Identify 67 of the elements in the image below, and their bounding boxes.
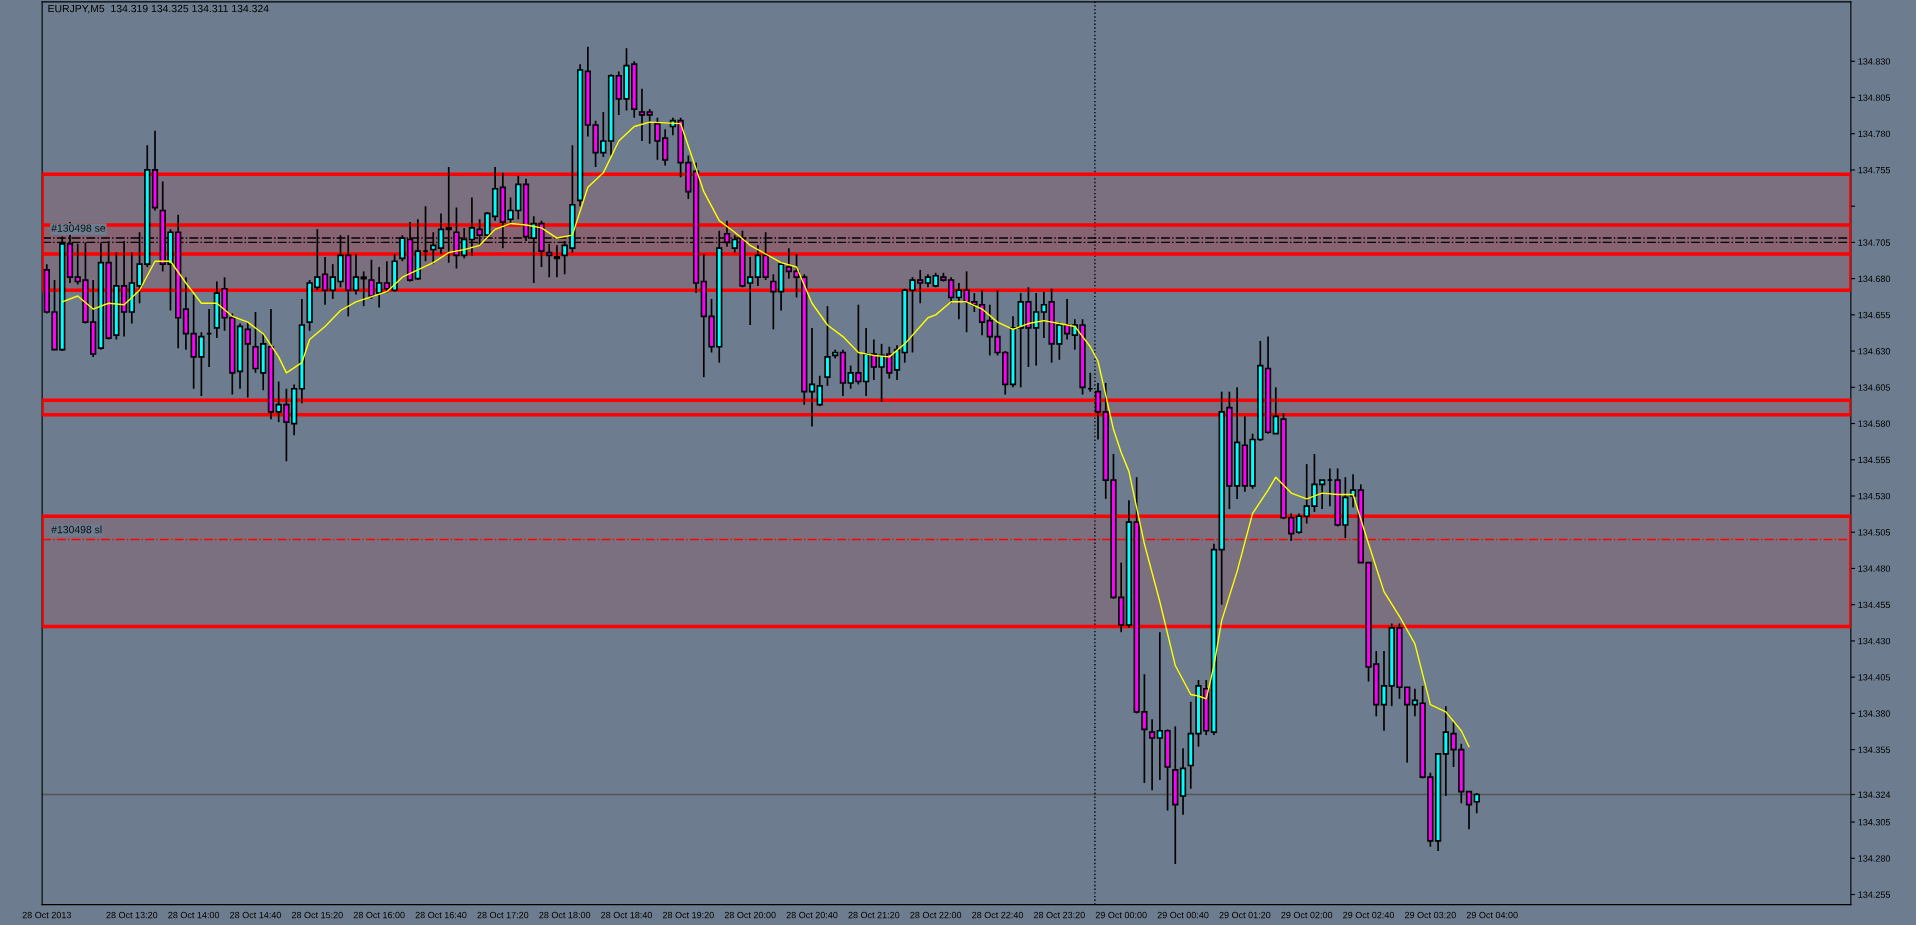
chart-title: EURJPY,M5 134.319 134.325 134.311 134.324	[48, 4, 269, 14]
candlestick	[360, 270, 367, 307]
candlestick	[1380, 650, 1388, 732]
candlestick	[1295, 512, 1303, 535]
y-tick-label: 134.280	[1858, 855, 1891, 862]
x-tick-label: 28 Oct 15:20	[291, 911, 343, 919]
y-tick-label: 134.255	[1858, 891, 1891, 898]
candlestick	[816, 374, 823, 407]
y-tick-label: 134.680	[1858, 275, 1891, 282]
y-tick-label: 134.380	[1858, 710, 1891, 717]
x-tick-label: 29 Oct 03:20	[1404, 911, 1456, 919]
candlestick	[321, 256, 329, 306]
candlestick	[808, 327, 816, 428]
x-tick-label: 28 Oct 20:40	[786, 911, 838, 919]
x-tick-label: 29 Oct 02:00	[1281, 911, 1333, 919]
y-tick-label: 134.705	[1858, 239, 1891, 246]
candlestick	[1148, 718, 1156, 792]
x-tick-label: 28 Oct 21:20	[848, 911, 900, 919]
y-tick-label: 134.405	[1858, 674, 1891, 681]
candlestick	[638, 87, 646, 142]
x-tick-label: 29 Oct 04:00	[1466, 911, 1518, 919]
x-tick-label: 28 Oct 18:40	[601, 911, 652, 919]
x-tick-label: 28 Oct 13:20	[106, 911, 158, 919]
x-tick-label: 28 Oct 16:00	[353, 911, 405, 919]
candlestick	[244, 321, 251, 399]
y-tick-label: 134.505	[1858, 529, 1891, 536]
x-tick-label: 28 Oct 2013	[22, 911, 71, 919]
y-tick-label: 134.555	[1858, 456, 1891, 464]
y-tick-label: 134.355	[1858, 746, 1891, 753]
candlestick	[1349, 473, 1357, 509]
x-tick-label: 28 Oct 19:20	[662, 911, 714, 919]
x-tick-label: 28 Oct 23:20	[1033, 911, 1085, 919]
y-tick-label: 134.530	[1858, 492, 1891, 500]
y-tick-label: 134.630	[1858, 348, 1891, 355]
x-tick-label: 28 Oct 17:20	[477, 911, 529, 919]
candlestick	[646, 108, 653, 145]
ref-line-label: #130498 sl	[51, 525, 102, 534]
y-tick-label: 134.455	[1858, 601, 1891, 609]
y-tick-label: 134.805	[1858, 94, 1891, 101]
x-tick-label: 28 Oct 18:00	[539, 911, 591, 919]
y-tick-label: 134.605	[1858, 384, 1891, 391]
candlestick	[893, 344, 901, 381]
x-tick-label: 29 Oct 00:40	[1157, 911, 1209, 919]
y-tick-label: 134.324	[1858, 791, 1891, 798]
candlestick	[553, 244, 561, 279]
candlestick	[1473, 792, 1480, 815]
y-tick-label: 134.655	[1858, 311, 1891, 319]
y-tick-label: 134.305	[1858, 819, 1891, 826]
candlestick	[1465, 790, 1473, 831]
x-tick-label: 28 Oct 20:00	[724, 911, 776, 919]
x-tick-label: 29 Oct 02:40	[1343, 911, 1395, 919]
x-tick-label: 29 Oct 00:00	[1095, 911, 1147, 919]
y-tick-label: 134.780	[1858, 130, 1891, 138]
candlestick	[824, 305, 831, 387]
x-tick-label: 28 Oct 22:00	[910, 911, 962, 919]
y-tick-label: 134.830	[1858, 58, 1891, 65]
x-tick-label: 28 Oct 22:40	[972, 911, 1024, 919]
y-tick-label: 134.755	[1858, 166, 1891, 174]
x-tick-label: 29 Oct 01:20	[1219, 911, 1271, 919]
candlestick	[352, 253, 360, 296]
x-tick-label: 28 Oct 14:40	[230, 911, 281, 919]
y-tick-label: 134.480	[1858, 565, 1891, 572]
y-tick-label: 134.430	[1858, 637, 1891, 645]
y-tick-label: 134.580	[1858, 420, 1891, 427]
ref-line-label: #130498 se	[51, 224, 106, 232]
x-tick-label: 28 Oct 14:00	[168, 911, 220, 919]
x-tick-label: 28 Oct 16:40	[415, 911, 467, 919]
